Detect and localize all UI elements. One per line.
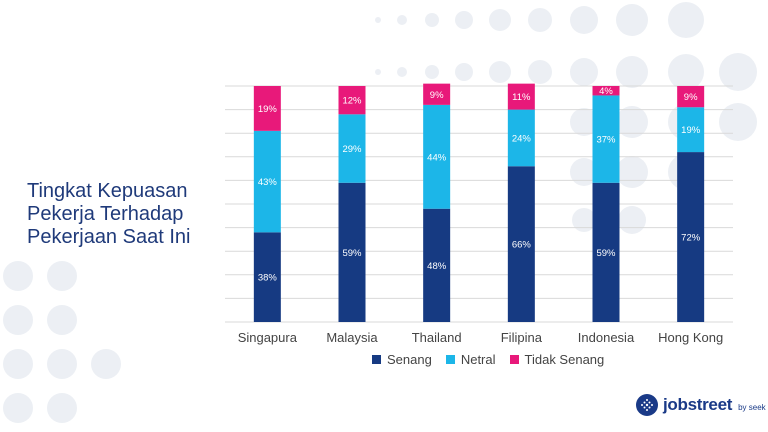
data-label-senang: 72% — [681, 233, 701, 244]
decor-dot — [455, 11, 473, 29]
data-label-netral: 37% — [596, 135, 616, 146]
gridlines — [225, 85, 733, 323]
bar-tidak_senang-filipina — [507, 83, 535, 110]
bar-tidak_senang-hong-kong — [677, 86, 705, 108]
legend-swatch-tidak-senang — [509, 355, 519, 364]
bar-netral-malaysia — [338, 114, 366, 183]
decor-dot — [455, 63, 473, 81]
decor-dot — [570, 108, 598, 136]
legend-label-netral: Netral — [460, 352, 496, 367]
decor-dot — [489, 61, 511, 83]
data-label-tidak_senang: 12% — [342, 96, 362, 107]
decor-dot — [47, 305, 77, 335]
data-label-senang: 66% — [512, 240, 532, 251]
bar-tidak_senang-thailand — [423, 83, 451, 105]
decor-dot — [47, 393, 77, 423]
brand-sub: by seek — [738, 403, 766, 412]
data-label-senang: 38% — [258, 273, 278, 284]
data-label-senang: 48% — [427, 261, 447, 272]
chart-title-line-2: Pekerja Terhadap — [27, 203, 184, 225]
decor-dot — [91, 349, 121, 379]
decor-dot — [570, 6, 598, 34]
legend-item-tidak-senang: Tidak Senang — [509, 352, 605, 367]
bar-senang-singapura — [253, 232, 281, 322]
chart-legend: Senang Netral Tidak Senang — [372, 352, 604, 367]
decor-dot — [3, 393, 33, 423]
chart-title-line-3: Pekerjaan Saat Ini — [27, 226, 191, 248]
data-label-tidak_senang: 4% — [599, 86, 613, 97]
decor-dot — [616, 4, 648, 36]
decor-dot — [616, 56, 648, 88]
data-label-tidak_senang: 9% — [684, 92, 698, 103]
bar-netral-thailand — [423, 104, 451, 209]
bar-netral-filipina — [507, 109, 535, 167]
data-label-netral: 24% — [512, 133, 532, 144]
legend-swatch-senang — [372, 355, 381, 364]
bar-senang-hong-kong — [677, 152, 705, 322]
data-label-tidak_senang: 19% — [258, 104, 278, 115]
bar-senang-filipina — [507, 166, 535, 322]
brand-name: jobstreet — [663, 395, 733, 414]
decor-dot — [397, 15, 407, 25]
decor-dot — [528, 8, 552, 32]
decor-dot — [47, 349, 77, 379]
decor-dot — [570, 58, 598, 86]
bar-tidak_senang-singapura — [253, 86, 281, 131]
decor-dot — [425, 13, 439, 27]
x-tick-label: Singapura — [238, 330, 298, 345]
data-label-netral: 29% — [342, 144, 362, 155]
x-tick-label: Malaysia — [326, 330, 378, 345]
legend-item-netral: Netral — [445, 352, 496, 367]
bar-netral-indonesia — [592, 95, 620, 183]
jobstreet-logo-icon — [636, 394, 658, 416]
data-label-netral: 19% — [681, 125, 701, 136]
x-tick-label: Hong Kong — [658, 330, 723, 345]
decor-dot — [616, 106, 648, 138]
jobstreet-brand: jobstreet by seek — [636, 394, 766, 416]
data-label-tidak_senang: 9% — [430, 90, 444, 101]
decor-dot — [570, 158, 598, 186]
bars: 38% 43% 19% 59% 29% 12% 48% 44% 9% 66% 24% 11% 59% 37… — [253, 83, 705, 322]
chart-title: Tingkat Kepuasan Pekerja Terhadap Pekerj… — [27, 180, 217, 249]
legend-label-senang: Senang — [387, 352, 432, 367]
decor-dot — [425, 65, 439, 79]
bar-tidak_senang-malaysia — [338, 86, 366, 115]
decor-dot — [375, 69, 381, 75]
decor-dot — [3, 305, 33, 335]
x-tick-label: Filipina — [501, 330, 543, 345]
decor-dot — [668, 54, 704, 90]
bar-netral-singapura — [253, 130, 281, 233]
decor-dot — [668, 2, 704, 38]
decor-dot — [719, 103, 757, 141]
decor-dot — [489, 9, 511, 31]
decor-dot — [397, 67, 407, 77]
x-tick-label: Thailand — [412, 330, 462, 345]
bar-senang-thailand — [423, 208, 451, 322]
bar-netral-hong-kong — [677, 107, 705, 153]
legend-swatch-netral — [445, 355, 455, 364]
bar-tidak_senang-indonesia — [592, 86, 620, 96]
decor-dot — [572, 208, 596, 232]
bar-senang-malaysia — [338, 182, 366, 322]
decor-dot — [3, 261, 33, 291]
decor-dot — [47, 261, 77, 291]
legend-item-senang: Senang — [372, 352, 432, 367]
data-label-senang: 59% — [342, 248, 362, 259]
data-label-netral: 43% — [258, 177, 278, 188]
legend-label-tidak-senang: Tidak Senang — [524, 352, 605, 367]
decor-dot — [719, 53, 757, 91]
data-label-netral: 44% — [427, 152, 447, 163]
decor-dot — [618, 206, 646, 234]
bar-senang-indonesia — [592, 182, 620, 322]
chart-title-line-1: Tingkat Kepuasan — [27, 180, 188, 202]
decor-dot — [375, 17, 381, 23]
decor-dot — [528, 60, 552, 84]
data-label-senang: 59% — [596, 248, 616, 259]
decor-dot — [3, 349, 33, 379]
x-tick-label: Indonesia — [578, 330, 635, 345]
data-label-tidak_senang: 11% — [512, 92, 531, 103]
